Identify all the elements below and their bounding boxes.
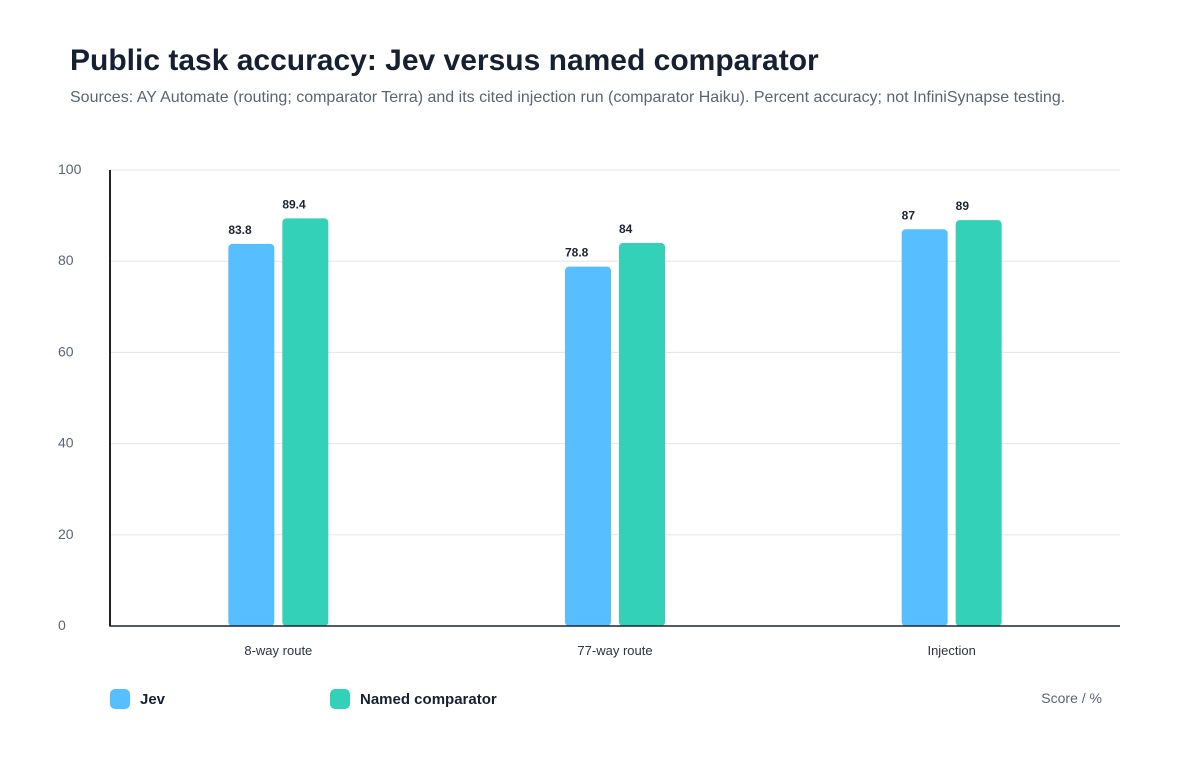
chart-legend: Jev Named comparator Score / % — [110, 689, 1102, 713]
data-label-named-comparator-injection: 89 — [956, 199, 970, 213]
bar-named-comparator-8-way-route — [282, 218, 329, 626]
bar-jev-8-way-route — [228, 243, 275, 626]
legend-item-jev: Jev — [110, 689, 165, 709]
y-tick-label-20: 20 — [58, 526, 74, 542]
y-tick-label-0: 0 — [58, 617, 66, 633]
data-label-named-comparator-8-way-route: 89.4 — [282, 197, 306, 211]
legend-label-named-comparator: Named comparator — [360, 690, 497, 708]
y-tick-label-80: 80 — [58, 252, 74, 268]
legend-label-jev: Jev — [140, 690, 166, 708]
chart-subtitle: Sources: AY Automate (routing; comparato… — [70, 89, 1066, 106]
data-label-jev-77-way-route: 78.8 — [565, 246, 589, 260]
x-tick-label-injection: Injection — [927, 643, 975, 658]
bar-chart: 0 20 40 60 80 100 83.8 89.4 8-way route 78.8 84 77-… — [58, 161, 1120, 658]
data-label-jev-8-way-route: 83.8 — [228, 223, 252, 237]
x-tick-label-77-way-route: 77-way route — [577, 643, 652, 658]
y-tick-label-100: 100 — [58, 161, 82, 177]
bar-named-comparator-77-way-route — [619, 242, 665, 626]
legend-swatch-named-comparator — [330, 689, 350, 709]
data-label-named-comparator-77-way-route: 84 — [619, 222, 633, 236]
bar-jev-77-way-route — [565, 266, 611, 626]
unit-label: Score / % — [1041, 690, 1102, 706]
bar-named-comparator-injection — [955, 220, 1002, 626]
data-label-jev-injection: 87 — [902, 208, 916, 222]
y-tick-label-40: 40 — [58, 435, 74, 451]
bar-jev-injection — [901, 229, 948, 626]
x-tick-label-8-way-route: 8-way route — [244, 643, 312, 658]
legend-item-named-comparator: Named comparator — [330, 689, 497, 709]
legend-swatch-jev — [110, 689, 130, 709]
y-tick-label-60: 60 — [58, 343, 74, 359]
chart-title: Public task accuracy: Jev versus named c… — [70, 44, 819, 77]
